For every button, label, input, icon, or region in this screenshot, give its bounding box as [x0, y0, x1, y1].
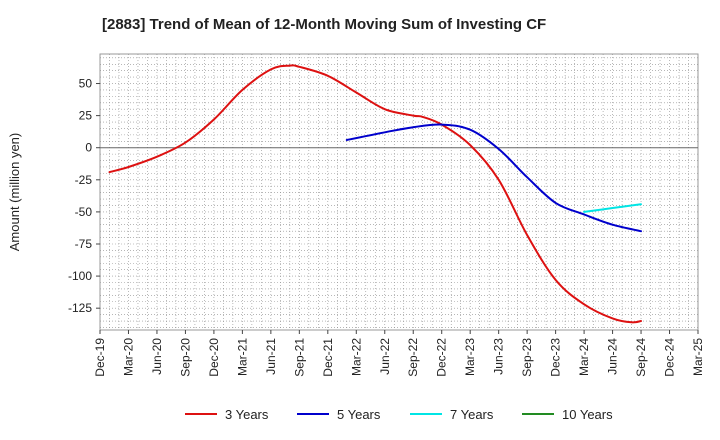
x-tick-labels: Dec-19 Mar-20 Jun-20 Sep-20 Dec-20 Mar-21 Jun-… — [93, 330, 705, 377]
x-tick-label: Dec-23 — [549, 338, 563, 377]
y-tick-label: 50 — [79, 77, 93, 91]
x-tick-label: Jun-20 — [150, 338, 164, 375]
y-tick-label: 0 — [85, 141, 92, 155]
legend-label-3-years: 3 Years — [225, 407, 269, 422]
x-tick-label: Jun-22 — [378, 338, 392, 375]
x-tick-label: Mar-20 — [121, 338, 135, 376]
series-line-5-years — [345, 123, 642, 233]
x-tick-label: Dec-19 — [93, 338, 107, 377]
legend-label-7-years: 7 Years — [450, 407, 494, 422]
y-tick-label: -100 — [68, 269, 92, 283]
y-tick-label: 25 — [79, 109, 93, 123]
x-tick-label: Mar-25 — [691, 338, 705, 376]
x-tick-label: Jun-21 — [264, 338, 278, 375]
x-tick-label: Dec-20 — [207, 338, 221, 377]
x-tick-label: Sep-23 — [520, 338, 534, 377]
y-tick-label: -75 — [75, 237, 93, 251]
y-tick-labels: 50 25 0 -25 -50 -75 -100 -125 — [68, 77, 100, 315]
legend: 3 Years 5 Years 7 Years 10 Years — [185, 407, 613, 422]
x-tick-label: Mar-21 — [235, 338, 249, 376]
grid — [100, 54, 698, 330]
y-tick-label: -125 — [68, 301, 92, 315]
series-line-3-years — [108, 64, 642, 324]
x-tick-label: Jun-24 — [606, 338, 620, 375]
y-tick-label: -25 — [75, 173, 93, 187]
x-tick-label: Jun-23 — [492, 338, 506, 375]
x-tick-label: Dec-21 — [321, 338, 335, 377]
series-line-7-years — [583, 203, 642, 213]
x-tick-label: Sep-21 — [292, 338, 306, 377]
legend-label-5-years: 5 Years — [337, 407, 381, 422]
series-lines — [108, 64, 642, 324]
x-tick-label: Mar-22 — [349, 338, 363, 376]
legend-label-10-years: 10 Years — [562, 407, 613, 422]
x-tick-label: Dec-24 — [663, 338, 677, 377]
x-tick-label: Dec-22 — [435, 338, 449, 377]
x-tick-label: Sep-22 — [406, 338, 420, 377]
chart-title: [2883] Trend of Mean of 12-Month Moving … — [102, 16, 546, 33]
y-tick-label: -50 — [75, 205, 93, 219]
x-tick-label: Sep-24 — [634, 338, 648, 377]
x-tick-label: Mar-24 — [577, 338, 591, 376]
y-axis-label: Amount (million yen) — [7, 133, 22, 252]
plot-area — [99, 53, 699, 331]
x-tick-label: Mar-23 — [463, 338, 477, 376]
x-tick-label: Sep-20 — [178, 338, 192, 377]
